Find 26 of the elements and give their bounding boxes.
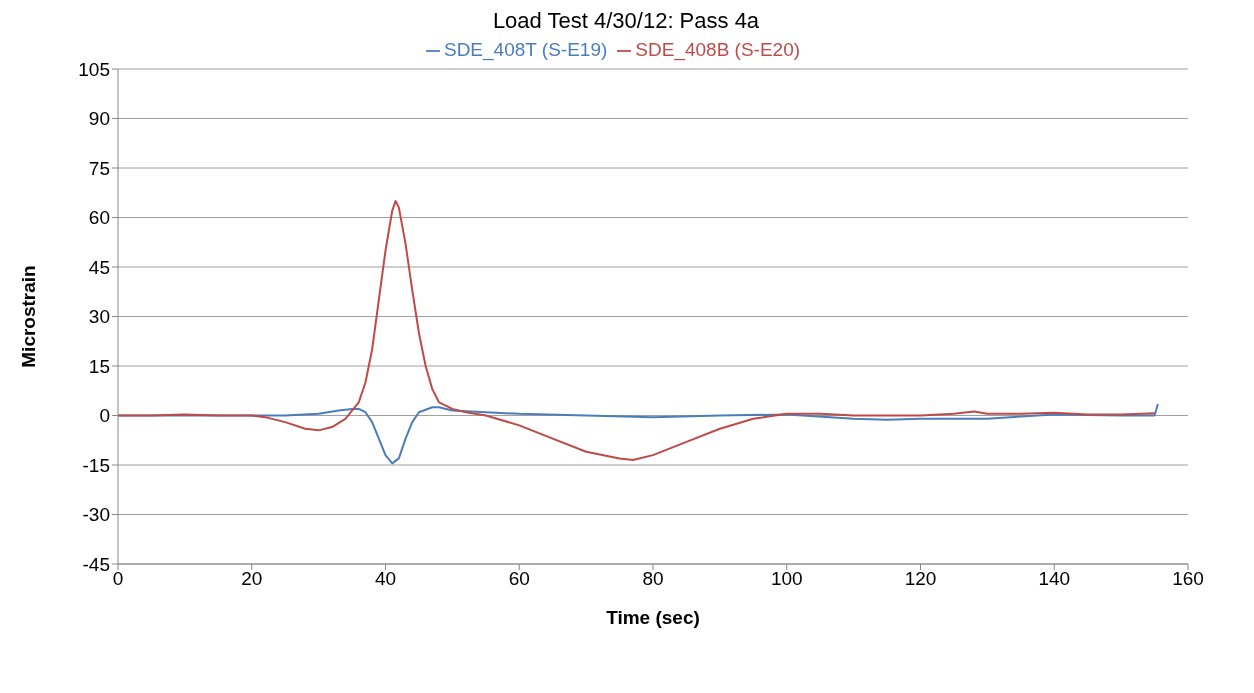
x-tick-label: 140 bbox=[1038, 568, 1071, 590]
y-tick-label: 0 bbox=[99, 405, 110, 427]
x-tick-label: 80 bbox=[642, 568, 664, 590]
y-tick-label: 30 bbox=[88, 306, 110, 328]
legend-label: SDE_408T (S-E19) bbox=[443, 39, 608, 60]
x-tick-label: 160 bbox=[1172, 568, 1204, 590]
x-axis-title: Time (sec) bbox=[606, 607, 700, 628]
x-tick-label: 60 bbox=[508, 568, 530, 590]
y-tick-label: -30 bbox=[82, 504, 110, 526]
y-tick-label: 45 bbox=[88, 256, 110, 278]
x-tick-label: 120 bbox=[904, 568, 937, 590]
legend-label: SDE_408B (S-E20) bbox=[635, 39, 801, 60]
x-tick-label: 40 bbox=[374, 568, 397, 590]
y-tick-label: 60 bbox=[88, 207, 110, 229]
x-tick-label: 100 bbox=[770, 568, 803, 590]
x-tick-label: 20 bbox=[241, 568, 263, 590]
y-tick-label: 15 bbox=[88, 355, 110, 377]
line-series bbox=[118, 200, 1156, 462]
y-tick-label: 105 bbox=[78, 58, 110, 80]
y-tick-label: -15 bbox=[82, 454, 110, 476]
y-tick-label: 90 bbox=[88, 108, 110, 130]
chart-title: Load Test 4/30/12: Pass 4a bbox=[491, 8, 761, 34]
y-tick-label: 75 bbox=[88, 157, 110, 179]
y-axis-title: Microstrain bbox=[17, 265, 39, 368]
y-tick-label: -45 bbox=[82, 553, 110, 575]
x-tick-label: 0 bbox=[112, 568, 124, 590]
